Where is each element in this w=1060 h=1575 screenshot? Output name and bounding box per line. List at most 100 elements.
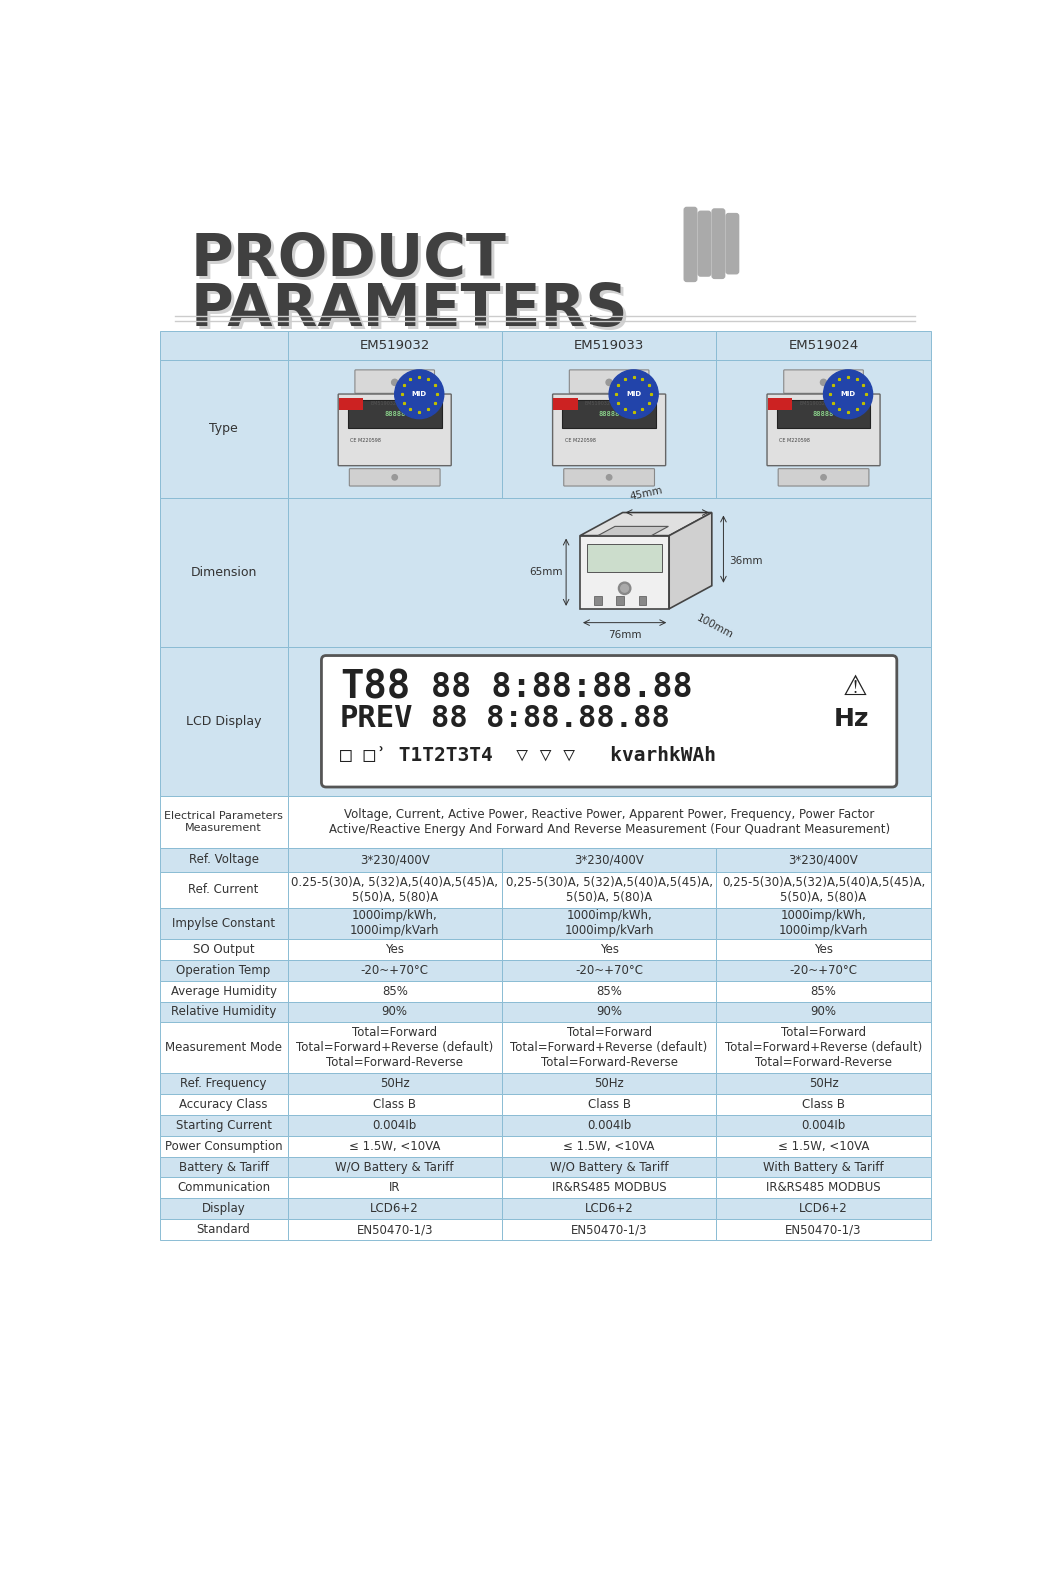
Bar: [287, 1156, 502, 1178]
Bar: [287, 795, 931, 847]
Circle shape: [621, 584, 629, 592]
Bar: [287, 959, 502, 981]
Bar: [160, 647, 287, 795]
Circle shape: [820, 474, 826, 480]
Bar: [160, 1136, 287, 1156]
Bar: [717, 907, 931, 939]
Text: 0.25-5(30)A, 5(32)A,5(40)A,5(45)A,
5(50)A, 5(80)A: 0.25-5(30)A, 5(32)A,5(40)A,5(45)A, 5(50)…: [292, 876, 498, 904]
Bar: [717, 1156, 931, 1178]
Circle shape: [618, 583, 631, 594]
Text: 1000imp/kWh,
1000imp/kVarh: 1000imp/kWh, 1000imp/kVarh: [564, 909, 654, 937]
Text: -20~+70°C: -20~+70°C: [360, 964, 428, 976]
Bar: [502, 959, 717, 981]
Text: 88888: 88888: [599, 411, 620, 417]
Text: 0.004Ib: 0.004Ib: [372, 1118, 417, 1132]
Text: 50Hz: 50Hz: [595, 1077, 624, 1090]
Bar: [502, 847, 717, 873]
Text: W/O Battery & Tariff: W/O Battery & Tariff: [335, 1161, 454, 1173]
Bar: [160, 981, 287, 1002]
Polygon shape: [580, 536, 669, 610]
Bar: [717, 1219, 931, 1240]
Text: 85%: 85%: [811, 984, 836, 997]
Text: Average Humidity: Average Humidity: [171, 984, 277, 997]
Text: Battery & Tariff: Battery & Tariff: [179, 1161, 268, 1173]
Text: EM519024: EM519024: [789, 339, 859, 353]
Text: Class B: Class B: [373, 1098, 417, 1110]
Bar: [287, 847, 502, 873]
Bar: [717, 939, 931, 959]
Text: 90%: 90%: [382, 1005, 408, 1019]
Bar: [287, 1115, 502, 1136]
Bar: [160, 1002, 287, 1022]
Text: 3*230/400V: 3*230/400V: [575, 854, 644, 866]
Bar: [160, 331, 287, 359]
Text: Power Consumption: Power Consumption: [164, 1140, 282, 1153]
Bar: [502, 981, 717, 1002]
Bar: [287, 1073, 502, 1095]
Text: ≤ 1.5W, <10VA: ≤ 1.5W, <10VA: [564, 1140, 655, 1153]
Bar: [160, 1199, 287, 1219]
Text: LCD6+2: LCD6+2: [585, 1202, 634, 1216]
Text: 88 8:88:88.88: 88 8:88:88.88: [430, 671, 692, 704]
Text: 50Hz: 50Hz: [809, 1077, 838, 1090]
Text: ≤ 1.5W, <10VA: ≤ 1.5W, <10VA: [349, 1140, 440, 1153]
Text: MID: MID: [411, 391, 427, 397]
FancyBboxPatch shape: [783, 370, 863, 394]
Bar: [160, 1178, 287, 1199]
Bar: [767, 397, 792, 410]
Text: 0,25-5(30)A,5(32)A,5(40)A,5(45)A,
5(50)A, 5(80)A: 0,25-5(30)A,5(32)A,5(40)A,5(45)A, 5(50)A…: [722, 876, 925, 904]
Text: Yes: Yes: [385, 943, 404, 956]
Text: 0,25-5(30)A, 5(32)A,5(40)A,5(45)A,
5(50)A, 5(80)A: 0,25-5(30)A, 5(32)A,5(40)A,5(45)A, 5(50)…: [506, 876, 712, 904]
Bar: [717, 359, 931, 498]
Bar: [160, 1095, 287, 1115]
Bar: [287, 1219, 502, 1240]
Circle shape: [394, 370, 444, 419]
Text: Impylse Constant: Impylse Constant: [172, 917, 276, 929]
Bar: [287, 498, 931, 647]
Circle shape: [820, 380, 827, 386]
Bar: [287, 331, 502, 359]
Text: PARAMETERS: PARAMETERS: [194, 285, 631, 342]
Text: -20~+70°C: -20~+70°C: [790, 964, 858, 976]
Circle shape: [606, 474, 612, 480]
Bar: [287, 1178, 502, 1199]
Text: 50Hz: 50Hz: [379, 1077, 409, 1090]
Text: Electrical Parameters
Measurement: Electrical Parameters Measurement: [164, 811, 283, 833]
Bar: [777, 400, 870, 428]
Text: 88888: 88888: [813, 411, 834, 417]
Text: CE M220598: CE M220598: [779, 438, 810, 443]
FancyBboxPatch shape: [350, 469, 440, 487]
FancyBboxPatch shape: [725, 213, 739, 274]
Text: Relative Humidity: Relative Humidity: [171, 1005, 277, 1019]
Polygon shape: [598, 526, 669, 536]
Bar: [160, 498, 287, 647]
Text: MID: MID: [841, 391, 855, 397]
Text: EM519032: EM519032: [585, 400, 611, 406]
Text: EN50470-1/3: EN50470-1/3: [571, 1224, 648, 1236]
Text: IR&RS485 MODBUS: IR&RS485 MODBUS: [766, 1181, 881, 1194]
Text: Hz: Hz: [833, 707, 869, 731]
Text: Ref. Frequency: Ref. Frequency: [180, 1077, 267, 1090]
Bar: [717, 1199, 931, 1219]
Bar: [502, 1178, 717, 1199]
Bar: [587, 545, 662, 572]
Bar: [717, 1136, 931, 1156]
Text: 0.004Ib: 0.004Ib: [587, 1118, 632, 1132]
Text: Yes: Yes: [600, 943, 619, 956]
Text: 1000imp/kWh,
1000imp/kVarh: 1000imp/kWh, 1000imp/kVarh: [779, 909, 868, 937]
Text: ≤ 1.5W, <10VA: ≤ 1.5W, <10VA: [778, 1140, 869, 1153]
Text: IR&RS485 MODBUS: IR&RS485 MODBUS: [552, 1181, 667, 1194]
Text: With Battery & Tariff: With Battery & Tariff: [763, 1161, 884, 1173]
Text: Accuracy Class: Accuracy Class: [179, 1098, 268, 1110]
Text: 3*230/400V: 3*230/400V: [789, 854, 859, 866]
Bar: [717, 1115, 931, 1136]
Text: EM519032: EM519032: [799, 400, 825, 406]
Bar: [160, 959, 287, 981]
Bar: [717, 1022, 931, 1073]
Bar: [160, 907, 287, 939]
Bar: [287, 907, 502, 939]
Text: 88888: 88888: [384, 411, 405, 417]
Text: CE M220598: CE M220598: [350, 438, 381, 443]
Bar: [502, 359, 717, 498]
Bar: [717, 1178, 931, 1199]
